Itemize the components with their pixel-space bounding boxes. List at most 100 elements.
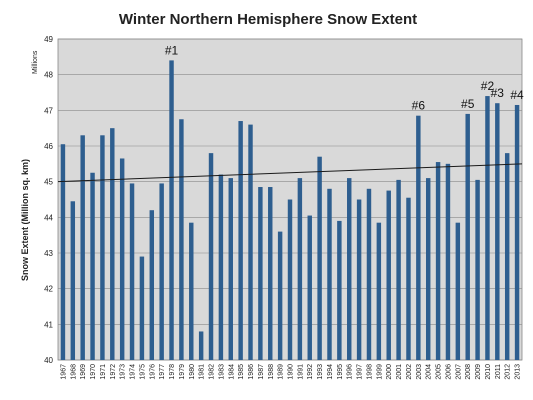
bar — [386, 190, 391, 360]
x-tick-label: 1982 — [209, 364, 216, 380]
bar — [238, 121, 243, 361]
rank-annotations: #1 #6 #5 #2#3 #4 — [165, 43, 524, 112]
x-tick-label: 1978 — [169, 364, 176, 380]
x-tick-label: 1975 — [139, 364, 146, 380]
x-tick-label: 1970 — [90, 364, 97, 380]
bar — [159, 183, 164, 360]
y-tick-label: 41 — [44, 320, 53, 329]
x-tick-label: 1993 — [317, 364, 324, 380]
x-tick-label: 2006 — [445, 364, 452, 380]
bar — [100, 135, 105, 360]
x-tick-label: 2003 — [416, 364, 423, 380]
x-tick-label: 1995 — [337, 364, 344, 380]
bar — [366, 188, 372, 360]
y-tick-label: 44 — [44, 213, 53, 222]
bar — [169, 60, 174, 361]
bar — [495, 103, 500, 360]
bar — [514, 104, 520, 360]
bar — [327, 188, 332, 360]
bar — [277, 231, 283, 360]
trend-line — [57, 163, 523, 183]
rank-annotation: #1 — [165, 43, 179, 57]
bar — [485, 96, 490, 361]
bar — [347, 178, 352, 360]
bar — [455, 222, 461, 360]
x-tick-label: 2001 — [396, 364, 403, 380]
bar — [356, 199, 362, 360]
bar — [475, 179, 480, 360]
x-tick-label: 2010 — [485, 364, 492, 380]
x-tick-label: 1989 — [278, 364, 285, 380]
x-tick-label: 2002 — [406, 364, 413, 380]
x-tick-label: 1973 — [120, 364, 127, 380]
y-axis-label: Snow Extent (Million sq. km) — [20, 159, 30, 281]
bar — [504, 153, 510, 360]
x-tick-label: 1980 — [189, 364, 196, 380]
x-tick-label: 1996 — [347, 364, 354, 380]
x-tick-label: 1991 — [297, 364, 304, 380]
y-axis-ticks: 40 41 42 43 44 45 46 47 48 49 — [44, 35, 53, 365]
y-tick-label: 47 — [44, 106, 53, 115]
bar — [70, 201, 76, 360]
x-tick-label: 1984 — [228, 364, 235, 380]
x-axis-ticks: 1967 1968 1969 1970 1971 1972 1973 1974 1975 1976… — [60, 364, 521, 380]
y-tick-label: 40 — [44, 356, 53, 365]
x-tick-label: 2008 — [465, 364, 472, 380]
bar — [406, 197, 411, 360]
bar — [435, 162, 441, 360]
x-tick-label: 1969 — [80, 364, 87, 380]
bar — [110, 128, 115, 360]
bar — [80, 135, 85, 360]
bars — [60, 60, 520, 361]
rank-annotation: #4 — [510, 88, 524, 102]
x-tick-label: 1974 — [130, 364, 137, 380]
bar — [90, 172, 95, 360]
bar — [317, 156, 322, 360]
x-tick-label: 1983 — [218, 364, 225, 380]
bar — [258, 187, 263, 360]
x-tick-label: 1981 — [199, 364, 206, 380]
x-tick-label: 2009 — [475, 364, 482, 380]
bar — [445, 163, 451, 360]
trend-line-group — [57, 163, 523, 183]
x-tick-label: 2013 — [515, 364, 522, 380]
bar — [119, 158, 125, 360]
bar — [189, 222, 194, 360]
x-tick-label: 1967 — [60, 364, 67, 380]
rank-annotation: #5 — [461, 97, 475, 111]
x-tick-label: 2007 — [455, 364, 462, 380]
y-tick-label: 46 — [44, 142, 53, 151]
rank-annotation: #6 — [412, 99, 426, 113]
y-tick-label: 43 — [44, 249, 53, 258]
x-tick-label: 2012 — [505, 364, 512, 380]
rank-annotation: #3 — [491, 86, 505, 100]
x-tick-label: 2005 — [436, 364, 443, 380]
chart-title: Winter Northern Hemisphere Snow Extent — [119, 11, 417, 28]
bar — [179, 119, 184, 360]
x-tick-label: 1971 — [100, 364, 107, 380]
bar — [218, 174, 224, 360]
bar — [248, 124, 253, 360]
bar — [396, 179, 401, 360]
bar — [60, 144, 66, 360]
bar — [307, 215, 312, 360]
x-tick-label: 1979 — [179, 364, 186, 380]
x-tick-label: 2011 — [495, 364, 502, 379]
x-tick-label: 2000 — [386, 364, 393, 380]
y-tick-label: 42 — [44, 285, 53, 294]
x-tick-label: 1992 — [307, 364, 314, 380]
x-tick-label: 1997 — [357, 364, 364, 380]
y-tick-label: 48 — [44, 71, 53, 80]
bar — [149, 210, 155, 360]
x-tick-label: 1977 — [159, 364, 166, 380]
bar — [139, 256, 145, 360]
bar — [297, 178, 303, 360]
rank-annotation: #2 — [481, 79, 495, 93]
x-tick-label: 1988 — [268, 364, 275, 380]
x-tick-label: 2004 — [426, 364, 433, 380]
bar — [198, 331, 204, 360]
bar — [376, 222, 382, 360]
y-tick-label: 45 — [44, 178, 53, 187]
x-tick-label: 1972 — [110, 364, 117, 380]
